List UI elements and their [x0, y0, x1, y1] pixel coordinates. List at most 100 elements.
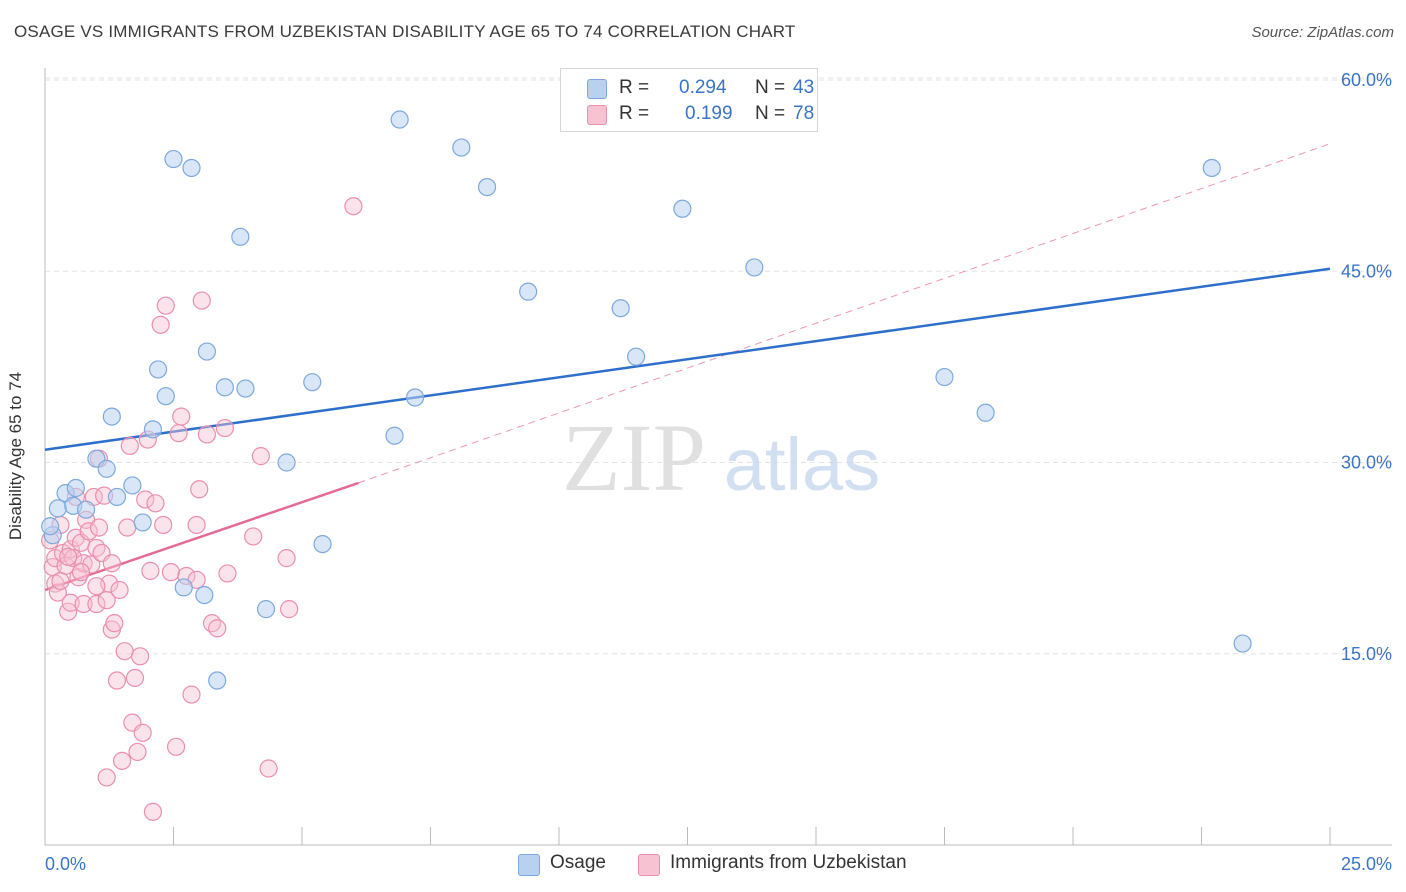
osage-point — [66, 478, 85, 498]
osage-point — [390, 110, 409, 129]
osage-swatch — [518, 854, 540, 876]
osage-point — [1233, 634, 1252, 653]
uzbekistan-point — [118, 518, 137, 537]
uzbekistan-point — [87, 538, 106, 558]
osage-point — [935, 367, 954, 387]
osage-point — [1202, 158, 1221, 178]
osage-point — [519, 282, 538, 301]
uzbekistan-point — [71, 563, 91, 582]
uzbekistan-point — [120, 436, 139, 456]
uzbekistan-point — [251, 447, 270, 466]
uzbekistan-point — [187, 515, 206, 535]
legend-item-label: Osage — [550, 852, 606, 873]
legend-n-value: 78 — [793, 103, 815, 124]
uzbekistan-point — [166, 737, 186, 756]
uzbekistan-point — [133, 723, 152, 742]
osage-trend-line — [44, 267, 1331, 451]
uzbekistan-point — [141, 561, 160, 580]
watermark-zip: ZIP — [562, 404, 706, 511]
source-note: Source: ZipAtlas.com — [1251, 24, 1394, 41]
osage-point — [195, 585, 214, 605]
uzbekistan-swatch — [587, 105, 607, 125]
osage-point — [148, 360, 168, 379]
uzbekistan-trend-extension — [358, 143, 1331, 484]
legend-r-label: R = — [619, 103, 650, 124]
osage-point — [452, 138, 471, 157]
y-tick-label: 30.0% — [1341, 453, 1392, 473]
uzbekistan-swatch — [638, 854, 660, 876]
watermark-layer: ZIP atlas — [562, 404, 880, 511]
osage-point — [133, 513, 152, 532]
uzbekistan-point — [102, 554, 121, 573]
uzbekistan-point — [344, 197, 363, 216]
uzbekistan-point — [146, 494, 165, 513]
chart-title: OSAGE VS IMMIGRANTS FROM UZBEKISTAN DISA… — [14, 22, 796, 41]
legend-n-value: 43 — [793, 77, 815, 98]
osage-point — [611, 299, 630, 318]
osage-point — [215, 378, 234, 397]
osage-point — [745, 258, 764, 277]
uzbekistan-point — [115, 642, 134, 661]
uzbekistan-point — [172, 407, 191, 426]
uzbekistan-point — [151, 315, 170, 334]
osage-point — [477, 178, 497, 197]
tick-label-layer: 15.0% 30.0% 45.0% 60.0% 0.0% 25.0% — [45, 70, 1392, 874]
osage-point — [123, 476, 142, 495]
correlation-legend: R = 0.294 N = 43 R = 0.199 N = 78 — [560, 68, 818, 132]
uzbekistan-point — [280, 600, 299, 619]
osage-point — [97, 459, 116, 478]
osage-point — [41, 517, 60, 536]
y-axis-label: Disability Age 65 to 74 — [6, 371, 25, 541]
osage-point — [976, 403, 995, 422]
y-tick-label: 45.0% — [1341, 261, 1392, 281]
osage-point — [102, 407, 121, 426]
uzbekistan-point — [192, 291, 211, 310]
uzbekistan-point — [218, 564, 237, 583]
uzbekistan-point — [202, 614, 222, 633]
legend-item-label: Immigrants from Uzbekistan — [670, 852, 907, 873]
uzbekistan-point — [143, 802, 163, 821]
y-tick-label: 15.0% — [1341, 644, 1392, 664]
osage-point — [256, 600, 276, 619]
osage-point — [303, 373, 322, 392]
axes-layer — [44, 68, 1392, 846]
osage-point — [313, 534, 332, 554]
uzbekistan-point — [208, 619, 227, 638]
uzbekistan-point — [61, 593, 80, 612]
uzbekistan-point — [244, 527, 263, 546]
osage-point — [164, 149, 183, 169]
osage-swatch — [587, 79, 607, 99]
uzbekistan-point — [48, 583, 67, 602]
uzbekistan-point — [69, 568, 88, 587]
uzbekistan-point — [154, 515, 173, 535]
osage-point — [385, 426, 404, 445]
uzbekistan-point — [89, 518, 109, 537]
osage-point — [107, 487, 127, 507]
uzbekistan-point — [107, 671, 127, 690]
uzbekistan-point — [130, 647, 150, 666]
watermark-atlas: atlas — [724, 423, 880, 506]
uzbekistan-point — [87, 594, 106, 614]
points-layer — [41, 110, 1252, 821]
osage-point — [156, 387, 175, 406]
series-legend: Osage Immigrants from Uzbekistan — [0, 852, 1406, 878]
uzbekistan-point — [125, 668, 145, 688]
osage-point — [236, 379, 255, 398]
uzbekistan-point — [169, 424, 188, 443]
osage-point — [277, 453, 296, 472]
uzbekistan-point — [156, 296, 175, 315]
x-tick-label: 0.0% — [45, 854, 86, 874]
uzbekistan-point — [161, 563, 181, 582]
legend-r-value: 0.294 — [679, 77, 727, 98]
uzbekistan-point — [197, 425, 217, 444]
osage-point — [182, 158, 201, 178]
legend-r-label: R = — [619, 77, 650, 98]
osage-point — [405, 388, 425, 407]
legend-n-label: N = — [755, 103, 786, 124]
uzbekistan-point — [87, 577, 106, 596]
legend-n-label: N = — [755, 77, 786, 98]
osage-point — [673, 199, 692, 218]
osage-point — [143, 420, 163, 439]
uzbekistan-point — [97, 768, 116, 787]
uzbekistan-point — [110, 580, 129, 600]
